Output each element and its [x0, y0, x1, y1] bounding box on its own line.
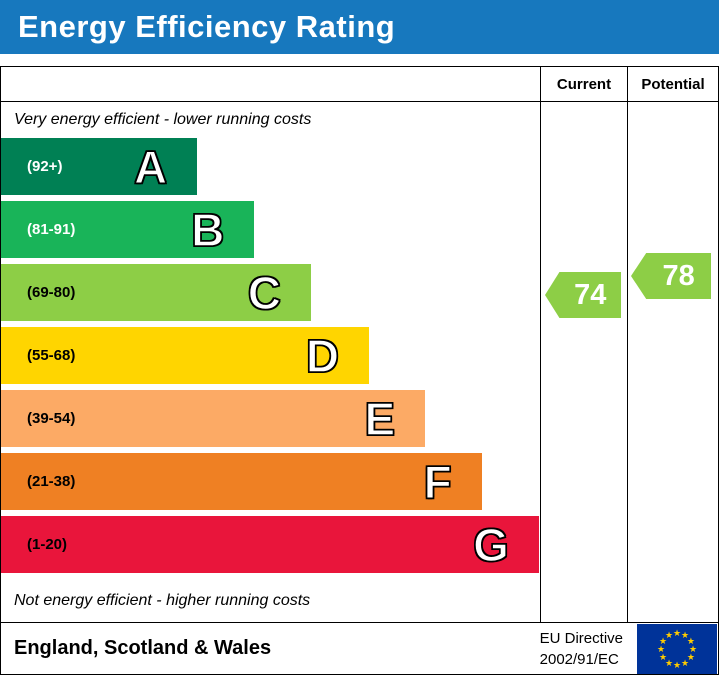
band-letter: F — [423, 455, 453, 508]
band-row-a: (92+) A — [1, 138, 540, 195]
svg-text:★: ★ — [657, 644, 665, 654]
potential-column: 78 — [627, 102, 718, 622]
top-note: Very energy efficient - lower running co… — [14, 111, 312, 128]
band-bar-f: (21-38) F — [1, 453, 482, 510]
band-letter: D — [305, 329, 340, 382]
band-bar-d: (55-68) D — [1, 327, 370, 384]
band-letter: G — [472, 518, 509, 571]
eu-flag-icon: ★ ★ ★ ★ ★ ★ ★ ★ ★ ★ ★ ★ — [637, 623, 717, 674]
bands-column: Very energy efficient - lower running co… — [1, 102, 540, 622]
bottom-note: Not energy efficient - higher running co… — [14, 591, 311, 609]
band-bar-c: (69-80) C — [1, 264, 311, 321]
potential-rating-arrow: 78 — [631, 253, 711, 299]
table-header: Current Potential — [1, 67, 718, 102]
svg-text:★: ★ — [681, 657, 689, 667]
svg-text:★: ★ — [659, 636, 667, 646]
eu-stars: ★ ★ ★ ★ ★ ★ ★ ★ ★ ★ ★ ★ — [657, 628, 697, 670]
svg-text:★: ★ — [665, 657, 673, 667]
table-footer: England, Scotland & Wales EU Directive 2… — [1, 622, 718, 674]
svg-text:★: ★ — [681, 630, 689, 640]
band-bar-b: (81-91) B — [1, 201, 255, 258]
header-current: Current — [540, 67, 627, 101]
svg-text:★: ★ — [673, 628, 681, 638]
svg-text:★: ★ — [673, 660, 681, 670]
svg-text:★: ★ — [659, 652, 667, 662]
header-potential: Potential — [627, 67, 718, 101]
svg-text:★: ★ — [687, 636, 695, 646]
potential-rating-value: 78 — [662, 259, 695, 292]
rating-table: Current Potential Very energy efficient … — [0, 66, 719, 675]
current-column: 74 — [540, 102, 627, 622]
band-range-label: (21-38) — [27, 473, 76, 490]
header-chart-spacer — [1, 67, 540, 101]
band-range-label: (81-91) — [27, 221, 76, 238]
band-letter: A — [133, 140, 168, 193]
current-rating-arrow: 74 — [545, 272, 621, 318]
band-row-b: (81-91) B — [1, 201, 540, 258]
band-bar-g: (1-20) G — [1, 516, 539, 573]
band-bar-a: (92+) A — [1, 138, 198, 195]
band-range-label: (55-68) — [27, 347, 76, 364]
band-letter: E — [364, 392, 396, 445]
eu-directive-line1: EU Directive — [539, 629, 623, 647]
band-letter: B — [190, 203, 225, 256]
title-bar: Energy Efficiency Rating — [0, 0, 719, 54]
band-letter: C — [247, 266, 282, 319]
current-rating-value: 74 — [574, 278, 607, 311]
svg-text:★: ★ — [665, 630, 673, 640]
band-row-c: (69-80) C — [1, 264, 540, 321]
svg-text:★: ★ — [689, 644, 697, 654]
band-range-label: (92+) — [27, 158, 63, 175]
band-row-g: (1-20) G — [1, 516, 540, 573]
table-body: Very energy efficient - lower running co… — [1, 102, 718, 622]
band-range-label: (1-20) — [27, 536, 68, 553]
band-range-label: (39-54) — [27, 410, 76, 427]
band-bar-e: (39-54) E — [1, 390, 426, 447]
region-label: England, Scotland & Wales — [14, 637, 272, 659]
band-row-e: (39-54) E — [1, 390, 540, 447]
band-row-d: (55-68) D — [1, 327, 540, 384]
eu-directive-line2: 2002/91/EC — [539, 650, 619, 668]
band-range-label: (69-80) — [27, 284, 76, 301]
eu-directive-label: EU Directive 2002/91/EC — [540, 628, 623, 670]
page-title: Energy Efficiency Rating — [18, 9, 396, 44]
svg-text:★: ★ — [687, 652, 695, 662]
band-row-f: (21-38) F — [1, 453, 540, 510]
